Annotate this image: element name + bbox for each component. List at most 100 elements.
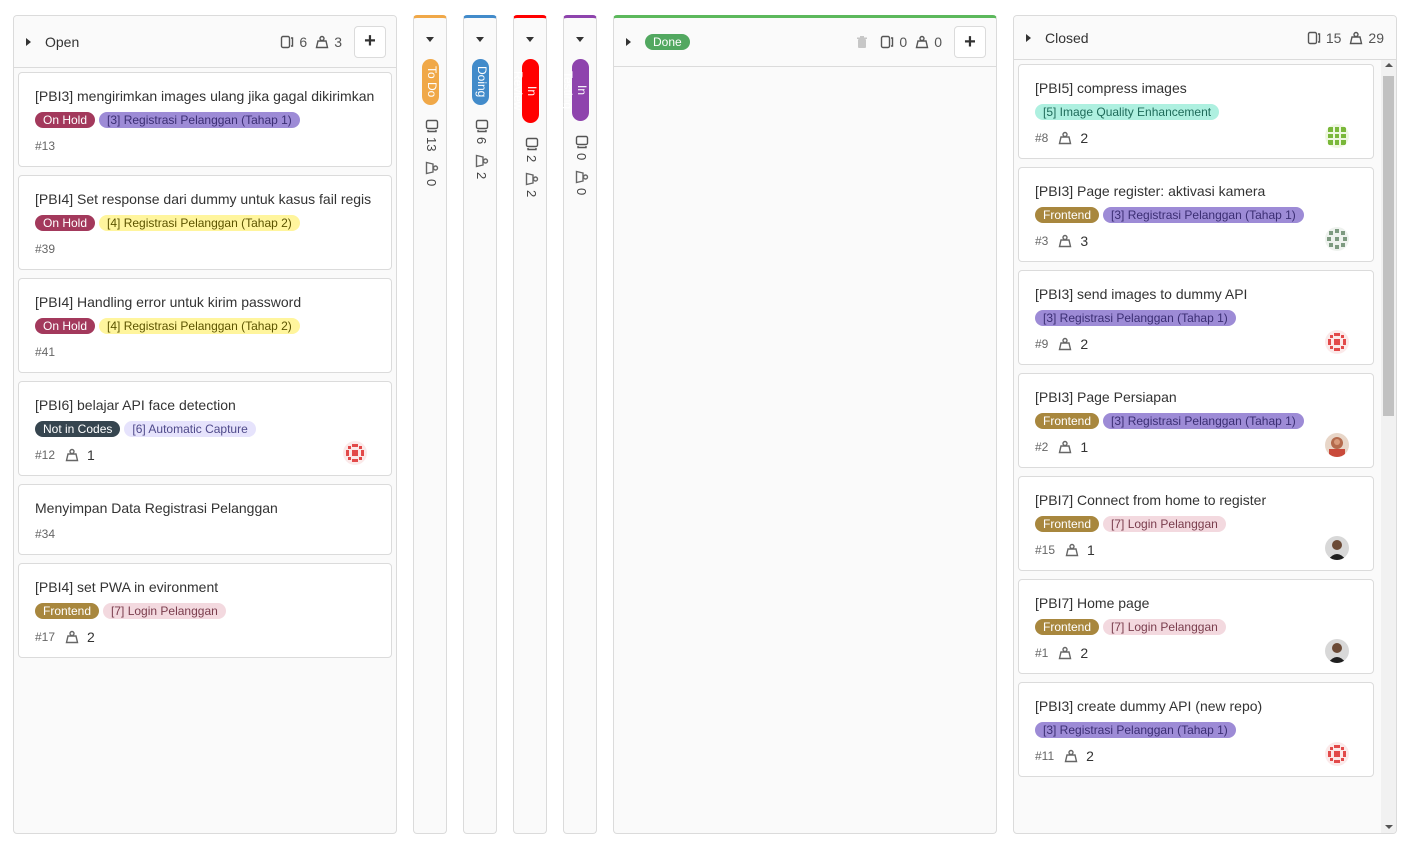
weight-count-value: 2: [524, 190, 539, 198]
issue-label[interactable]: [7] Login Pelanggan: [1103, 516, 1226, 532]
assignee-avatar[interactable]: [1325, 227, 1349, 251]
assignee-avatar[interactable]: [1325, 742, 1349, 766]
issue-count-value: 15: [1325, 29, 1342, 46]
issue-card[interactable]: [PBI7] Connect from home to register Fron…: [1018, 476, 1374, 571]
scroll-up-arrow-icon[interactable]: [1385, 63, 1393, 67]
issue-title[interactable]: Menyimpan Data Registrasi Pelanggan: [35, 500, 278, 516]
issue-label[interactable]: On Hold: [35, 215, 96, 231]
issue-title[interactable]: [PBI3] send images to dummy API: [1035, 286, 1248, 302]
issue-label[interactable]: Frontend: [1035, 619, 1100, 635]
issue-number: #3: [1035, 234, 1049, 248]
assignee-avatar[interactable]: [1325, 433, 1349, 457]
assignee-avatar[interactable]: [1325, 639, 1349, 663]
issue-title[interactable]: [PBI4] set PWA in evironment: [35, 579, 219, 595]
label-list: [3] Registrasi Pelanggan (Tahap 1): [1035, 310, 1357, 326]
issue-label[interactable]: [3] Registrasi Pelanggan (Tahap 1): [1103, 413, 1304, 429]
collapse-caret-icon[interactable]: [526, 37, 534, 42]
issue-label[interactable]: Frontend: [1035, 207, 1100, 223]
scroll-thumb[interactable]: [1383, 76, 1394, 416]
issue-title[interactable]: [PBI3] create dummy API (new repo): [1035, 698, 1263, 714]
issue-title[interactable]: [PBI4] Handling error untuk kirim passwo…: [35, 294, 302, 310]
issue-title[interactable]: [PBI3] mengirimkan images ulang jika gag…: [35, 88, 375, 104]
issue-number: #13: [35, 139, 56, 153]
issue-label[interactable]: Frontend: [35, 603, 100, 619]
add-issue-button[interactable]: +: [354, 25, 386, 58]
list-header-done: Done 0 0 +: [614, 18, 996, 67]
issue-label[interactable]: [7] Login Pelanggan: [1103, 619, 1226, 635]
issue-card[interactable]: [PBI3] send images to dummy API [3] Regis…: [1018, 270, 1374, 365]
issues-icon: [425, 119, 439, 137]
assignee-avatar[interactable]: [1325, 536, 1349, 560]
issue-weight: 3: [1058, 233, 1088, 249]
issue-weight: 1: [1058, 439, 1088, 455]
issue-card[interactable]: [PBI6] belajar API face detection Not in …: [18, 381, 392, 476]
card-footer: #41: [35, 342, 375, 362]
collapse-caret-icon[interactable]: [426, 37, 434, 42]
card-footer: #8 2: [1035, 128, 1357, 148]
trash-icon[interactable]: [856, 35, 868, 49]
list-closed: Closed 15 29 [PBI5] compress images [5] I…: [1013, 15, 1397, 834]
issue-label[interactable]: Frontend: [1035, 413, 1100, 429]
issue-count: 15: [1307, 29, 1342, 46]
add-issue-button[interactable]: +: [954, 26, 986, 58]
issue-card[interactable]: [PBI3] create dummy API (new repo) [3] Re…: [1018, 682, 1374, 777]
expand-caret-icon[interactable]: [26, 37, 31, 46]
issue-label[interactable]: [4] Registrasi Pelanggan (Tahap 2): [99, 215, 300, 231]
issue-number: #12: [35, 448, 56, 462]
expand-caret-icon[interactable]: [1026, 33, 1031, 42]
expand-caret-icon[interactable]: [626, 38, 631, 46]
issue-label[interactable]: [3] Registrasi Pelanggan (Tahap 1): [1103, 207, 1304, 223]
collapsed-list[interactable]: In Review 2 2: [511, 15, 547, 834]
assignee-avatar[interactable]: [1325, 330, 1349, 354]
weight-icon: [1064, 749, 1086, 763]
issue-number: #39: [35, 242, 56, 256]
assignee-avatar[interactable]: [343, 441, 367, 465]
collapsed-list[interactable]: In Testing 0 0: [561, 15, 597, 834]
issue-title[interactable]: [PBI3] Page register: aktivasi kamera: [1035, 183, 1266, 199]
issue-card[interactable]: Menyimpan Data Registrasi Pelanggan #34: [18, 484, 392, 555]
issue-card[interactable]: [PBI7] Home page Frontend [7] Login Pelang…: [1018, 579, 1374, 674]
collapsed-list[interactable]: Doing 6 2: [463, 15, 497, 834]
collapsed-list[interactable]: To Do 13 0: [413, 15, 447, 834]
issue-label[interactable]: Frontend: [1035, 516, 1100, 532]
issue-title[interactable]: [PBI3] Page Persiapan: [1035, 389, 1177, 405]
issue-card[interactable]: [PBI5] compress images [5] Image Quality …: [1018, 64, 1374, 159]
issue-label[interactable]: [6] Automatic Capture: [124, 421, 256, 437]
issue-count-value: 0: [574, 153, 589, 161]
issue-label[interactable]: [4] Registrasi Pelanggan (Tahap 2): [99, 318, 300, 334]
issue-card[interactable]: [PBI4] Set response dari dummy untuk kas…: [18, 175, 392, 270]
issue-title[interactable]: [PBI7] Connect from home to register: [1035, 492, 1267, 508]
label-list: Not in Codes [6] Automatic Capture: [35, 421, 375, 437]
weight-icon: [1350, 31, 1363, 44]
label-list: Frontend [7] Login Pelanggan: [1035, 619, 1357, 635]
collapse-caret-icon[interactable]: [476, 37, 484, 42]
issue-card[interactable]: [PBI4] set PWA in evironment Frontend [7] …: [18, 563, 392, 658]
issue-card[interactable]: [PBI3] Page Persiapan Frontend [3] Registr…: [1018, 373, 1374, 468]
issue-title[interactable]: [PBI5] compress images: [1035, 80, 1187, 96]
weight-icon: [475, 154, 489, 172]
assignee-avatar[interactable]: [1325, 124, 1349, 148]
issue-label[interactable]: [3] Registrasi Pelanggan (Tahap 1): [1035, 722, 1236, 738]
card-footer: #12 1: [35, 445, 375, 465]
weight-count-value: 3: [334, 33, 342, 50]
scrollbar[interactable]: [1381, 60, 1396, 833]
issue-title[interactable]: [PBI7] Home page: [1035, 595, 1150, 611]
issue-label[interactable]: [3] Registrasi Pelanggan (Tahap 1): [99, 112, 300, 128]
issue-label[interactable]: On Hold: [35, 112, 96, 128]
issue-card[interactable]: [PBI3] Page register: aktivasi kamera Fro…: [1018, 167, 1374, 262]
issue-title[interactable]: [PBI6] belajar API face detection: [35, 397, 236, 413]
issue-label[interactable]: [5] Image Quality Enhancement: [1035, 104, 1220, 120]
weight-count: 3: [315, 34, 342, 50]
scroll-down-arrow-icon[interactable]: [1385, 825, 1393, 829]
issue-card[interactable]: [PBI3] mengirimkan images ulang jika gag…: [18, 72, 392, 167]
issue-label[interactable]: Not in Codes: [35, 421, 121, 437]
collapse-caret-icon[interactable]: [576, 37, 584, 42]
issue-title[interactable]: [PBI4] Set response dari dummy untuk kas…: [35, 191, 372, 207]
issues-icon: [475, 119, 489, 137]
weight-icon: [425, 161, 439, 179]
issue-card[interactable]: [PBI4] Handling error untuk kirim passwo…: [18, 278, 392, 373]
issue-label[interactable]: [7] Login Pelanggan: [103, 603, 226, 619]
issue-label[interactable]: [3] Registrasi Pelanggan (Tahap 1): [1035, 310, 1236, 326]
issue-label[interactable]: On Hold: [35, 318, 96, 334]
